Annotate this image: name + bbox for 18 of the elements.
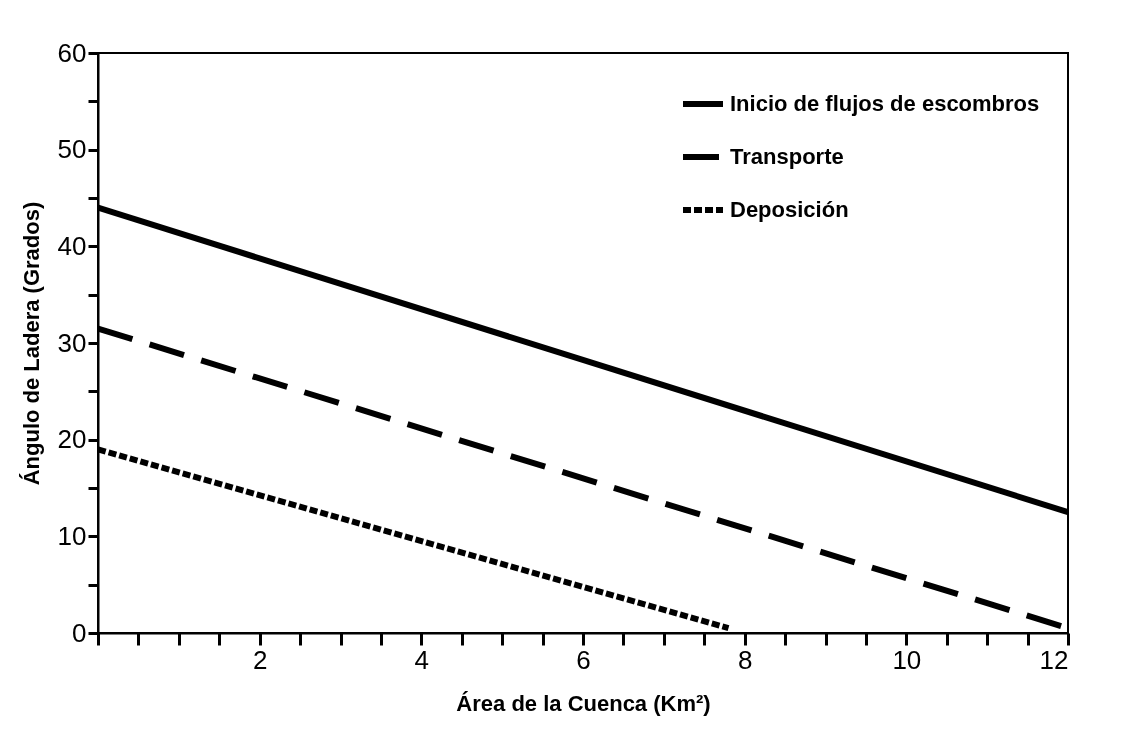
x-tick-label: 12 [1039, 644, 1069, 675]
legend-label: Deposición [730, 197, 849, 222]
y-tick-label: 10 [57, 520, 87, 551]
legend-label: Inicio de flujos de escombros [730, 91, 1040, 116]
y-tick-label: 0 [72, 617, 87, 648]
x-axis-title: Área de la Cuenca (Km²) [456, 690, 711, 716]
y-tick-label: 20 [57, 424, 87, 455]
y-tick-label: 60 [57, 37, 87, 68]
y-tick-label: 50 [57, 134, 87, 165]
x-tick-label: 10 [892, 644, 922, 675]
x-tick-label: 2 [252, 644, 268, 675]
x-tick-label: 6 [576, 644, 591, 675]
y-axis-title: Ángulo de Ladera (Grados) [18, 201, 44, 486]
x-tick-label: 8 [737, 644, 753, 675]
legend-label: Transporte [730, 144, 844, 169]
y-tick-label: 30 [57, 327, 87, 358]
x-tick-label: 4 [414, 644, 430, 675]
y-tick-label: 40 [57, 230, 87, 261]
